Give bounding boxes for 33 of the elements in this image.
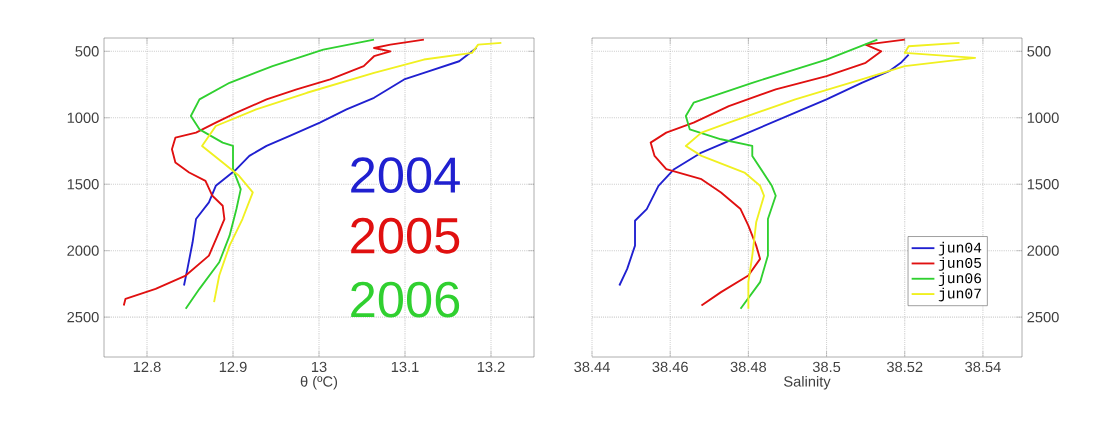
legend-label: jun06 <box>938 272 982 287</box>
x-tick-label: 13 <box>311 361 327 373</box>
x-tick-label: 12.8 <box>133 361 161 373</box>
line-series <box>649 38 906 307</box>
x-tick-label: 38.46 <box>652 361 688 373</box>
y2-tick-label: 2500 <box>1027 311 1059 323</box>
annotation: 2006 <box>351 281 460 318</box>
annotation: 2004 <box>351 157 460 194</box>
y2-tick-label: 1500 <box>1027 179 1059 190</box>
y2-tick-label: 500 <box>1027 46 1051 57</box>
y2-tick-label: 2000 <box>1027 245 1059 256</box>
x-tick-label: 38.52 <box>886 361 923 373</box>
y-tick-label: 1500 <box>67 179 99 190</box>
x-axis-title: Salinity <box>784 375 831 390</box>
x-axis-title: θ (ºC) <box>300 375 338 390</box>
x-tick-label: 38.44 <box>574 361 610 373</box>
x-tick-label: 38.5 <box>812 361 841 373</box>
x-tick-label: 12.9 <box>219 361 247 373</box>
legend-label: jun04 <box>938 241 982 256</box>
annotation: 2005 <box>351 217 460 254</box>
line-series <box>618 53 910 287</box>
y-tick-label: 2500 <box>67 311 99 323</box>
y-tick-label: 2000 <box>67 245 99 256</box>
legend-label: jun07 <box>938 287 981 302</box>
x-tick-label: 13.1 <box>391 361 419 373</box>
y2-tick-label: 1000 <box>1027 112 1059 123</box>
line-series <box>684 38 879 310</box>
y-tick-label: 500 <box>75 46 99 57</box>
x-tick-label: 38.54 <box>965 361 1001 373</box>
y-tick-label: 1000 <box>67 112 99 123</box>
legend-label: jun05 <box>938 257 982 271</box>
x-tick-label: 13.2 <box>477 361 505 373</box>
x-tick-label: 38.48 <box>730 361 767 373</box>
